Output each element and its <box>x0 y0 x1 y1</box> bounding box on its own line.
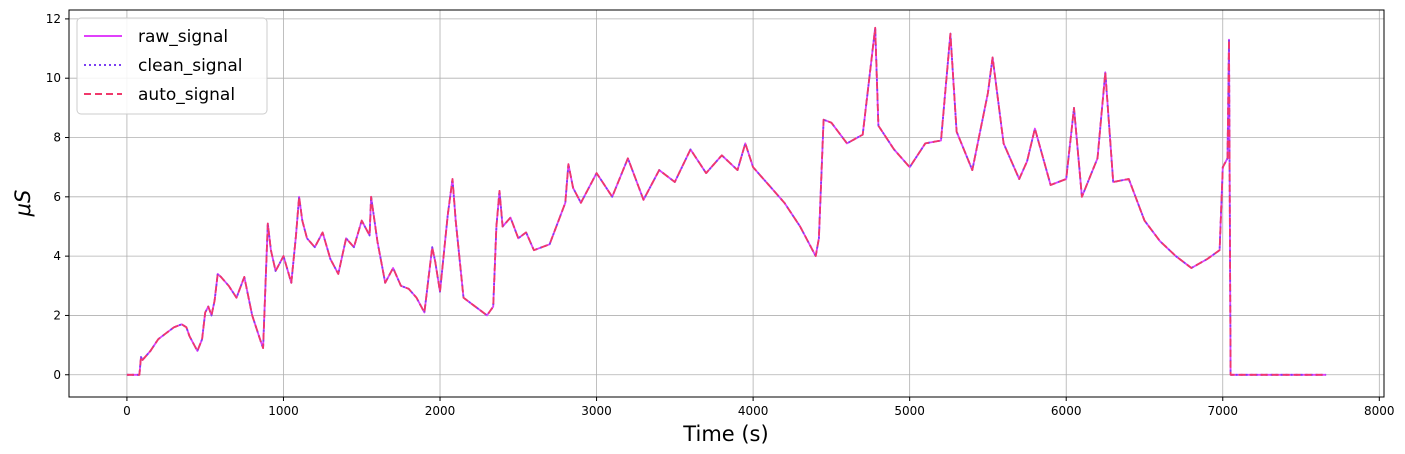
y-tick-label: 8 <box>53 131 61 145</box>
y-tick-label: 4 <box>53 249 61 263</box>
legend-label-raw-signal: raw_signal <box>138 27 228 47</box>
x-tick-label: 7000 <box>1207 404 1238 418</box>
x-tick-label: 0 <box>123 404 131 418</box>
series-line-clean-signal <box>126 26 1327 376</box>
series-lines <box>126 26 1327 376</box>
y-axis-title: μS <box>11 190 35 218</box>
x-tick-label: 6000 <box>1051 404 1082 418</box>
y-tick-label: 10 <box>46 71 61 85</box>
grid-lines <box>69 10 1384 397</box>
legend-box <box>76 17 268 115</box>
y-tick-label: 2 <box>53 308 61 322</box>
y-tick-label: 0 <box>53 368 61 382</box>
x-tick-label: 3000 <box>581 404 612 418</box>
x-tick-label: 5000 <box>894 404 925 418</box>
legend: raw_signal clean_signal auto_signal <box>76 17 268 115</box>
x-axis-ticks: 0 1000 2000 3000 4000 5000 6000 7000 8000 <box>123 397 1395 418</box>
x-tick-label: 8000 <box>1364 404 1395 418</box>
y-axis-ticks: 0 2 4 6 8 10 12 <box>46 12 69 382</box>
x-tick-label: 2000 <box>425 404 456 418</box>
legend-label-auto-signal: auto_signal <box>138 85 235 105</box>
series-line-raw-signal <box>126 26 1327 376</box>
legend-label-clean-signal: clean_signal <box>138 56 243 76</box>
y-tick-label: 12 <box>46 12 61 26</box>
x-axis-title: Time (s) <box>682 422 768 446</box>
series-line-auto-signal <box>126 26 1327 376</box>
x-tick-label: 4000 <box>738 404 769 418</box>
y-tick-label: 6 <box>53 190 61 204</box>
plot-frame <box>68 9 1385 398</box>
x-tick-label: 1000 <box>268 404 299 418</box>
